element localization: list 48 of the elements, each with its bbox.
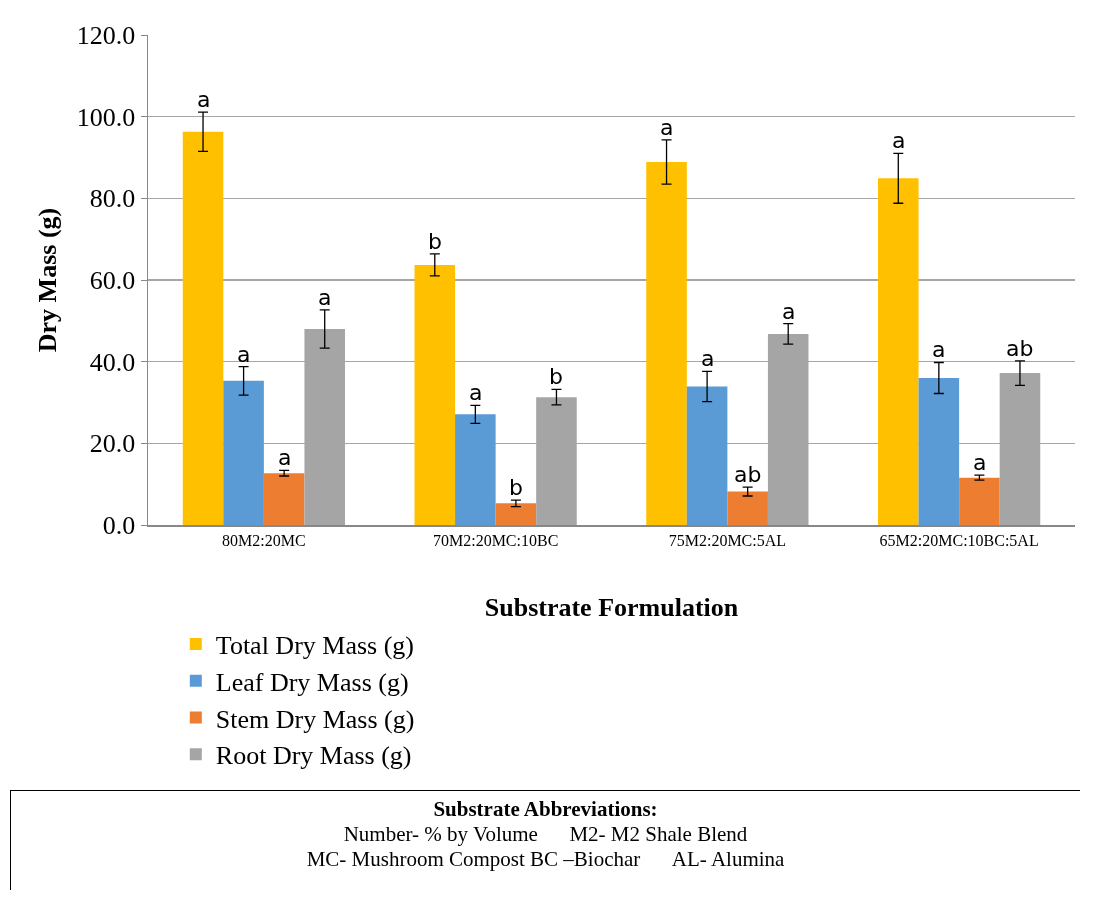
y-tick-label: 40.0 [89,347,136,377]
bar [495,503,537,525]
legend-label: Stem Dry Mass (g) [215,704,415,734]
bar [727,491,768,525]
data-label: a [197,87,211,112]
y-tick-label: 120.0 [76,21,136,51]
y-tick-label: 0.0 [102,511,136,541]
bar [182,131,224,525]
data-label: ab [734,462,762,487]
data-label: a [701,346,715,371]
text: Substrate Abbreviations: [432,797,659,822]
data-label: b [509,475,523,500]
y-tick-label: 80.0 [89,184,136,214]
x-tick-label: 80M2:20MC [222,531,306,549]
data-label: a [973,450,987,475]
bar [223,380,264,525]
legend-label: Leaf Dry Mass (g) [215,667,409,697]
bar [646,161,687,525]
y-tick-label: 100.0 [76,102,136,132]
y-tick-label: 20.0 [89,429,136,459]
bar [263,473,305,525]
y-axis-title: Dry Mass (g) [33,207,63,353]
data-label: b [549,364,563,389]
data-label: a [660,115,674,140]
data-label: ab [1006,336,1034,361]
x-tick-label: 65M2:20MC:10BC:5AL [879,531,1039,549]
x-tick-label: 75M2:20MC:5AL [668,531,787,549]
data-label: a [892,128,906,153]
x-axis-title: Substrate Formulation [484,593,739,623]
text: Number- % by Volume M2- M2 Shale Blend [342,822,749,847]
data-label: a [469,380,483,405]
bar [918,378,960,525]
bar [455,414,496,525]
bar [686,386,728,525]
bar [878,178,919,525]
bar [414,264,456,525]
data-label: a [237,342,251,367]
text: MC- Mushroom Compost BC –Biochar AL- Alumina [305,847,786,872]
data-label: a [782,299,796,324]
data-label: a [278,445,292,470]
x-tick-label: 70M2:20MC:10BC [432,531,559,549]
y-tick-label: 60.0 [89,266,136,296]
data-label: a [932,337,946,362]
data-label: a [318,285,332,310]
data-label: b [428,229,442,254]
legend-label: Total Dry Mass (g) [215,631,415,661]
legend-label: Root Dry Mass (g) [215,741,412,771]
bar [959,477,1000,525]
